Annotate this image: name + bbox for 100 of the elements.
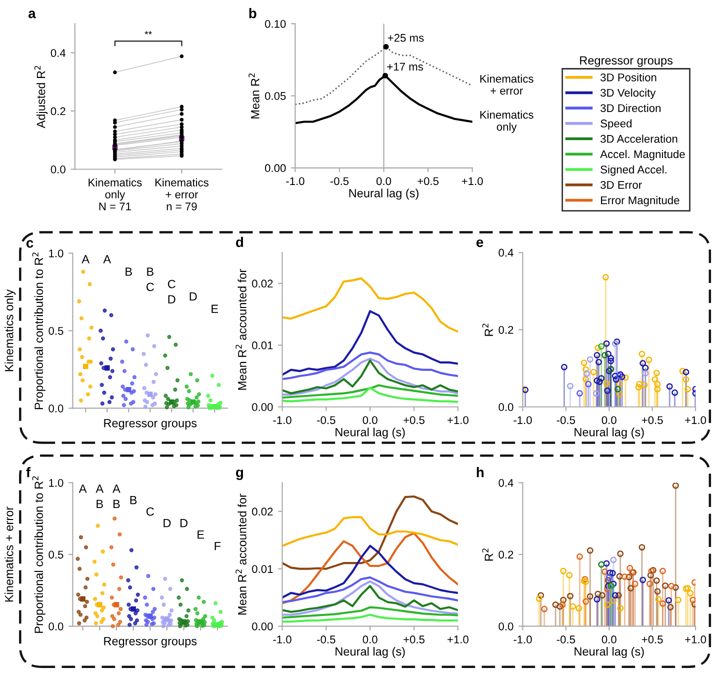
legend-label: Speed xyxy=(600,119,632,130)
text: Kinematics only xyxy=(4,289,16,372)
x-tick-label: 0.0 xyxy=(602,416,616,424)
annotation: C xyxy=(146,507,154,516)
y-tick-label: 0.00 xyxy=(264,164,286,172)
x-tick-label: +1.0 xyxy=(447,636,468,644)
legend-label: 3D Error xyxy=(600,180,642,189)
series-label: Kinematics + error xyxy=(480,74,534,95)
x-tick-label: +1.0 xyxy=(685,416,706,424)
chart-title: a xyxy=(28,10,36,18)
x-tick-label: +0.5 xyxy=(642,636,663,644)
annotation: D xyxy=(164,519,171,528)
x-axis-title: Neural lag (s) xyxy=(574,647,644,658)
y-tick-label: 0.0 xyxy=(498,403,514,412)
x-tick-label: -0.5 xyxy=(330,177,349,186)
chart-title: e xyxy=(476,239,484,248)
y-tick-label: 0.2 xyxy=(50,107,66,116)
y-tick-label: 0.02 xyxy=(252,508,273,516)
chart-title: c xyxy=(26,240,34,248)
x-tick-label: -0.5 xyxy=(317,416,336,424)
x-axis-title: Neural lag (s) xyxy=(349,188,418,200)
y-axis-title: Mean R$^{2}$ accounted for xyxy=(236,494,246,614)
x-tick-label: +1.0 xyxy=(685,636,706,644)
x-tick-label: -0.5 xyxy=(556,636,576,644)
y-axis-title: R$^{2}$ xyxy=(482,324,493,336)
x-axis-title: Neural lag (s) xyxy=(336,428,405,439)
annotation: A B xyxy=(96,484,104,508)
y-axis-title: Proportional contribution to R$^{2}$ xyxy=(32,252,46,410)
x-tick-label: +1.0 xyxy=(462,177,483,186)
y-tick-label: 0.10 xyxy=(264,20,286,28)
x-tick-label: -0.5 xyxy=(556,416,576,424)
y-axis-title: Adjusted R$^{2}$ xyxy=(34,66,48,128)
y-tick-label: 0.02 xyxy=(252,280,273,288)
annotation: +17 ms xyxy=(387,62,423,71)
x-axis-title: Neural lag (s) xyxy=(574,428,644,439)
chart-title: f xyxy=(26,467,31,478)
annotation: E xyxy=(198,530,204,539)
annotation: +25 ms xyxy=(388,34,424,42)
x-tick-label: -1.0 xyxy=(514,416,532,424)
y-tick-label: 0.0 xyxy=(48,404,64,412)
annotation: B xyxy=(130,496,137,504)
annotation: ** xyxy=(144,31,152,34)
annotation: B xyxy=(126,268,132,276)
x-tick-label: -1.0 xyxy=(286,177,304,186)
y-tick-label: 0.0 xyxy=(498,622,514,630)
y-tick-label: 0.4 xyxy=(498,248,514,257)
x-axis-title: Neural lag (s) xyxy=(336,647,405,658)
annotation: A xyxy=(103,255,112,264)
y-axis-title: R$^{2}$ xyxy=(482,548,493,561)
x-tick-label: Kinematics + error n = 79 xyxy=(155,178,208,210)
legend-label: Signed Accel. xyxy=(600,165,666,176)
y-tick-label: 0.4 xyxy=(498,478,514,487)
x-axis-title: Regressor groups xyxy=(104,637,197,648)
annotation: E xyxy=(212,304,218,313)
x-tick-label: +0.5 xyxy=(404,636,424,644)
legend-label: Accel. Magnitude xyxy=(600,150,685,160)
legend-label: 3D Position xyxy=(600,73,656,82)
annotation: D xyxy=(180,519,188,528)
x-tick-label: -1.0 xyxy=(273,416,292,424)
y-tick-label: 0.01 xyxy=(252,565,273,573)
y-axis-title: Proportional contribution to R$^{2}$ xyxy=(32,476,46,633)
x-tick-label: +0.5 xyxy=(404,416,424,424)
y-axis-title: Mean R$^{2}$ xyxy=(248,73,260,118)
y-tick-label: 1.0 xyxy=(49,249,64,258)
y-tick-label: 0.00 xyxy=(252,403,273,412)
x-tick-label: +0.5 xyxy=(418,177,439,186)
legend-label: 3D Direction xyxy=(600,104,661,112)
annotation: C D xyxy=(168,280,176,304)
x-tick-label: -1.0 xyxy=(273,636,292,644)
legend-label: 3D Velocity xyxy=(600,88,656,99)
annotation: A xyxy=(78,484,87,493)
text: Kinematics + error xyxy=(4,506,14,602)
x-axis-title: Regressor groups xyxy=(104,419,197,430)
x-tick-label: 0.0 xyxy=(376,177,392,186)
y-tick-label: 0.4 xyxy=(50,49,66,57)
y-tick-label: 0.0 xyxy=(50,166,66,174)
chart-title: d xyxy=(236,236,244,248)
y-tick-label: 0.5 xyxy=(48,326,64,335)
y-tick-label: 0.2 xyxy=(498,326,514,334)
x-tick-label: 0.0 xyxy=(602,636,616,644)
annotation: D xyxy=(190,292,197,301)
x-tick-label: +0.5 xyxy=(642,416,663,424)
x-tick-label: 0.0 xyxy=(362,416,378,424)
y-tick-label: 1.0 xyxy=(49,478,64,487)
annotation: F xyxy=(214,542,221,550)
legend-label: 3D Acceleration xyxy=(600,134,678,143)
text: Regressor groups xyxy=(580,56,673,67)
annotation: B C xyxy=(146,268,154,292)
y-tick-label: 0.2 xyxy=(498,550,514,559)
series-label: Kinematics only xyxy=(480,110,534,133)
chart-title: g xyxy=(236,470,243,480)
annotation: A B xyxy=(112,484,120,508)
chart-title: h xyxy=(476,467,484,478)
x-tick-label: 0.0 xyxy=(362,636,378,644)
y-tick-label: 0.01 xyxy=(252,341,273,350)
y-tick-label: 0.5 xyxy=(48,550,64,559)
chart-title: b xyxy=(249,8,256,18)
annotation: A xyxy=(82,255,90,264)
legend-label: Error Magnitude xyxy=(601,196,680,206)
x-tick-label: +1.0 xyxy=(447,416,468,424)
